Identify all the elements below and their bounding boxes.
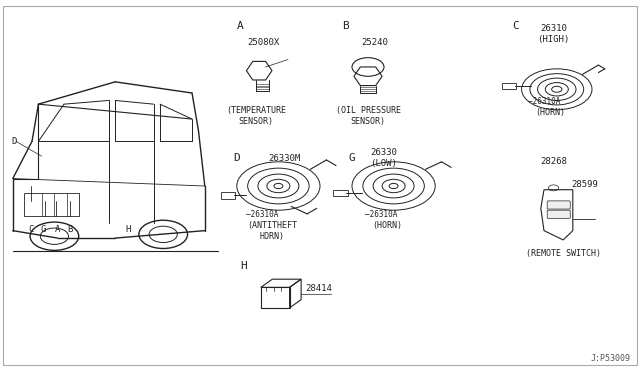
FancyBboxPatch shape [547,201,570,209]
Text: —26310A: —26310A [365,210,397,219]
Text: (HORN): (HORN) [536,108,565,117]
FancyBboxPatch shape [502,83,516,89]
FancyBboxPatch shape [333,190,348,196]
Text: D: D [234,153,241,163]
Text: —26310A: —26310A [246,210,279,219]
Text: B: B [342,21,349,31]
Text: —26310A: —26310A [528,97,561,106]
Text: A: A [55,225,60,234]
Text: 26330
(LOW): 26330 (LOW) [371,148,397,168]
Text: (TEMPERATURE
SENSOR): (TEMPERATURE SENSOR) [226,106,286,126]
Text: G: G [349,153,356,163]
Text: H: H [240,261,247,271]
Text: H: H [125,225,131,234]
FancyBboxPatch shape [3,6,637,365]
FancyBboxPatch shape [547,210,570,218]
Text: C: C [28,225,33,234]
Text: G: G [41,225,46,234]
FancyBboxPatch shape [221,192,235,199]
Text: 28414: 28414 [306,284,332,293]
Text: (REMOTE SWITCH): (REMOTE SWITCH) [525,249,601,258]
Text: (HORN): (HORN) [372,221,402,230]
Text: J:P53009: J:P53009 [590,355,630,363]
Text: 26310
(HIGH): 26310 (HIGH) [538,24,570,44]
Text: D: D [12,137,17,146]
Text: A: A [237,21,244,31]
Text: (OIL PRESSURE
SENSOR): (OIL PRESSURE SENSOR) [335,106,401,126]
Text: C: C [512,21,519,31]
FancyBboxPatch shape [24,193,79,216]
Text: (ANTITHEFT
HORN): (ANTITHEFT HORN) [247,221,297,241]
Text: B: B [68,225,73,234]
Text: 26330M: 26330M [269,154,301,163]
Text: 25080X: 25080X [248,38,280,46]
Text: 28268: 28268 [540,157,567,166]
Text: 25240: 25240 [361,38,388,46]
Text: 28599: 28599 [572,180,598,189]
